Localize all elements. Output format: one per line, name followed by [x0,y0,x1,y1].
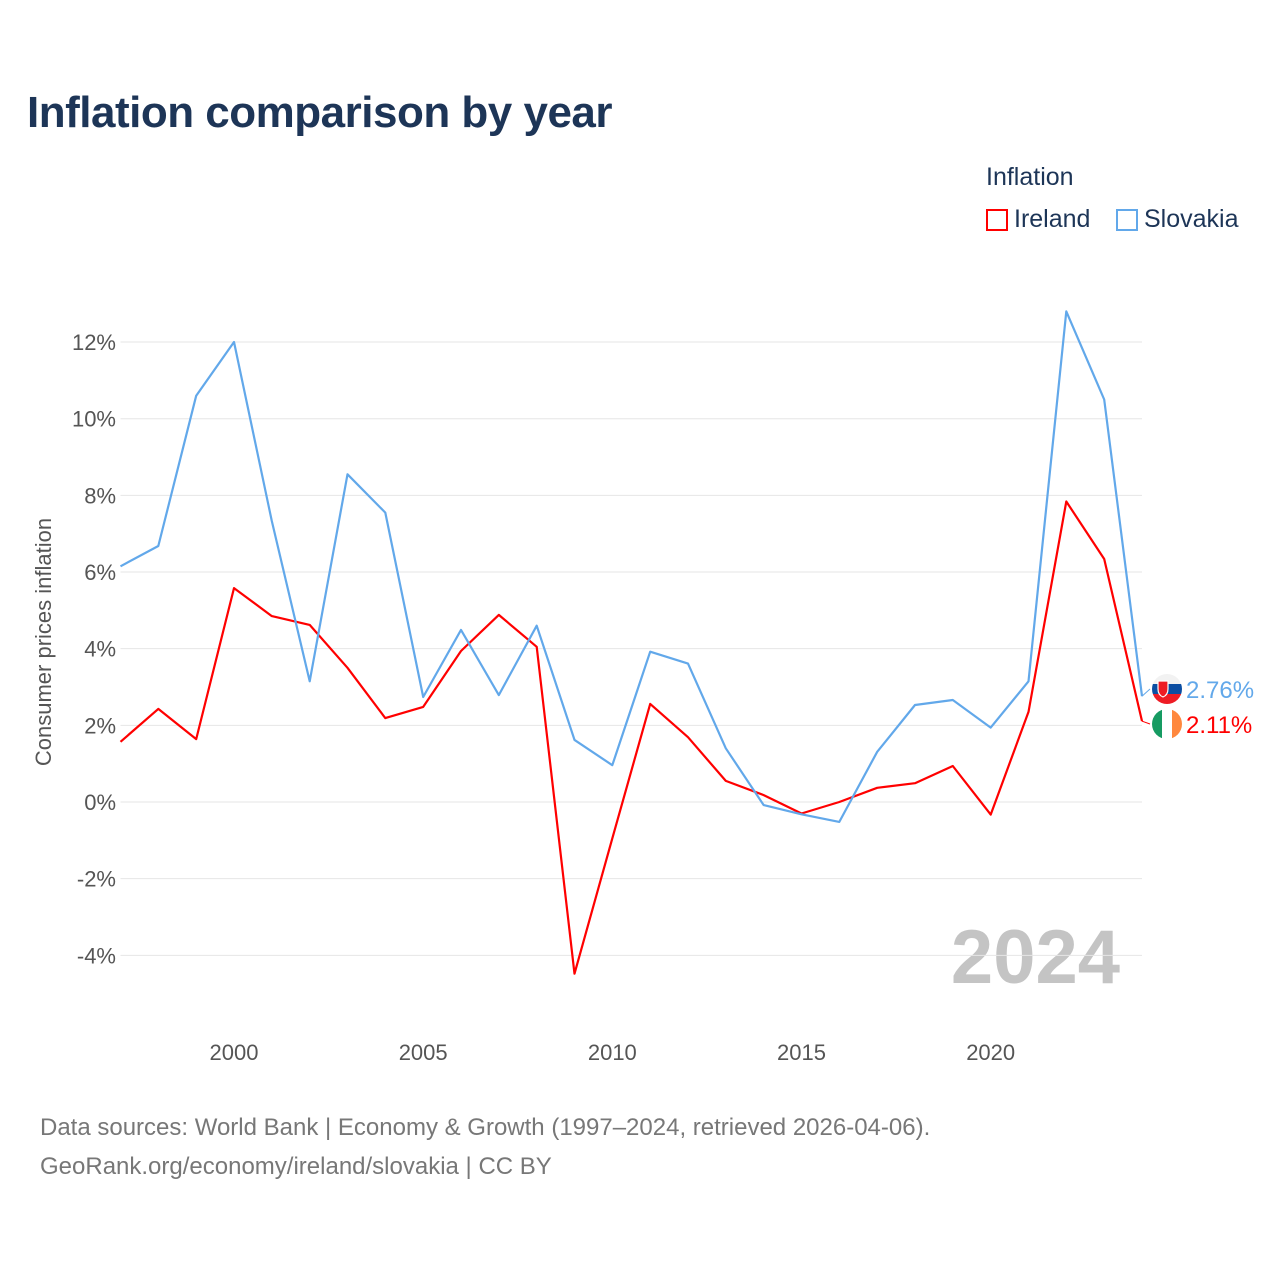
y-tick-label: 4% [84,637,116,662]
y-tick-label: 2% [84,713,116,738]
legend-label: Slovakia [1144,205,1239,233]
flag-stripe [1152,694,1182,704]
legend-swatch-ireland [986,208,1008,231]
series-line-slovakia [119,310,1144,824]
end-value-label: 2.76% [1186,677,1254,704]
y-axis-label: Consumer prices inflation [31,518,56,766]
end-connector [1141,688,1151,697]
series-line-ireland [119,500,1144,975]
footer: Data sources: World Bank | Economy & Gro… [40,1108,930,1186]
legend-title: Inflation [986,163,1074,191]
flag-stripe [1152,674,1182,684]
y-tick-label: 12% [72,330,116,355]
end-value-label: 2.11% [1186,712,1252,739]
ireland-flag-icon [1152,709,1182,739]
y-tick-label: 10% [72,407,116,432]
x-tick-label: 2020 [966,1040,1015,1065]
slovakia-flag-icon [1152,674,1182,704]
legend-item-ireland[interactable]: Ireland [986,205,1090,234]
flag-emblem [1157,680,1169,698]
y-tick-label: 0% [84,790,116,815]
flag-stripe [1172,709,1182,739]
footer-link[interactable]: GeoRank.org/economy/ireland/slovakia | C… [40,1153,552,1180]
x-tick-label: 2000 [210,1040,259,1065]
y-tick-label: 6% [84,560,116,585]
y-tick-label: 8% [84,483,116,508]
chart-title: Inflation comparison by year [27,88,613,137]
x-tick-label: 2005 [399,1040,448,1065]
legend-label: Ireland [1014,205,1091,233]
end-connector [1141,720,1151,725]
flag-stripe [1152,709,1162,739]
y-tick-label: -4% [77,943,116,968]
x-tick-label: 2010 [588,1040,637,1065]
legend-item-slovakia[interactable]: Slovakia [1116,205,1239,234]
line-chart: 2024 -4% -2% 0% 2% 4% 6% 8% 10% 12% 2000 2005 2010 2… [31,310,1254,1065]
footer-sources: Data sources: World Bank | Economy & Gro… [40,1114,931,1141]
x-tick-label: 2015 [777,1040,826,1065]
legend-swatch-slovakia [1116,208,1138,231]
flag-stripe [1162,709,1172,739]
y-tick-label: -2% [77,867,116,892]
year-watermark: 2024 [951,915,1120,1000]
